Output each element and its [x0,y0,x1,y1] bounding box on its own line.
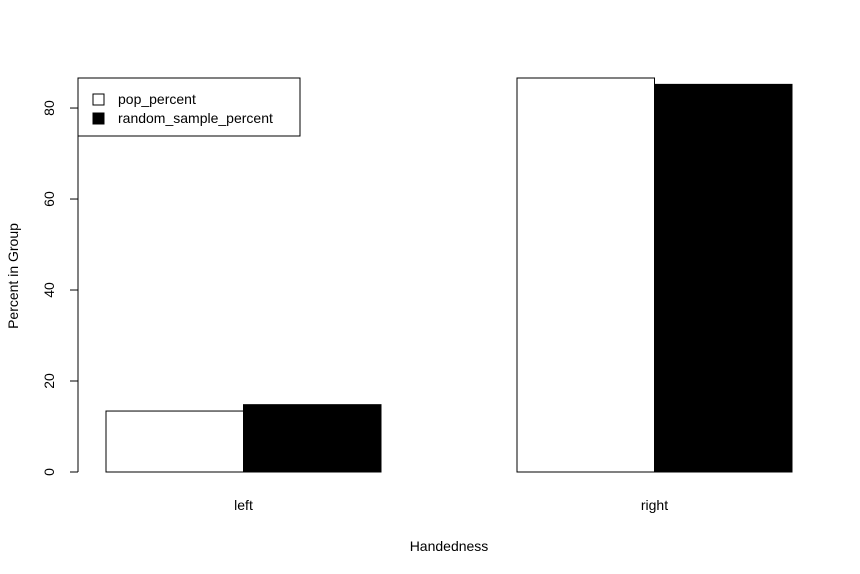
x-tick-label-right: right [641,497,668,513]
y-axis: 0 20 40 60 80 [41,100,79,476]
y-tick-label-60: 60 [41,191,57,207]
bar-right-pop-percent [516,77,655,473]
legend-swatch-random-sample-percent [92,112,105,125]
x-axis-title: Handedness [410,538,489,554]
legend: pop_percent random_sample_percent [77,77,301,137]
legend-label-random-sample-percent: random_sample_percent [118,110,273,126]
y-axis-title: Percent in Group [5,223,21,329]
bar-left-pop-percent [105,410,244,473]
legend-box [77,77,301,137]
bar-left-random-sample-percent [243,404,382,473]
bar-right-random-sample-percent [654,83,793,473]
bars-layer [105,77,793,473]
x-tick-label-left: left [234,497,253,513]
y-tick-label-0: 0 [41,468,57,476]
y-tick-label-40: 40 [41,282,57,298]
y-tick-label-80: 80 [41,100,57,116]
legend-label-pop-percent: pop_percent [118,91,196,107]
x-tick-labels: left right [234,497,668,513]
legend-swatch-pop-percent [92,93,105,106]
y-tick-label-20: 20 [41,373,57,389]
